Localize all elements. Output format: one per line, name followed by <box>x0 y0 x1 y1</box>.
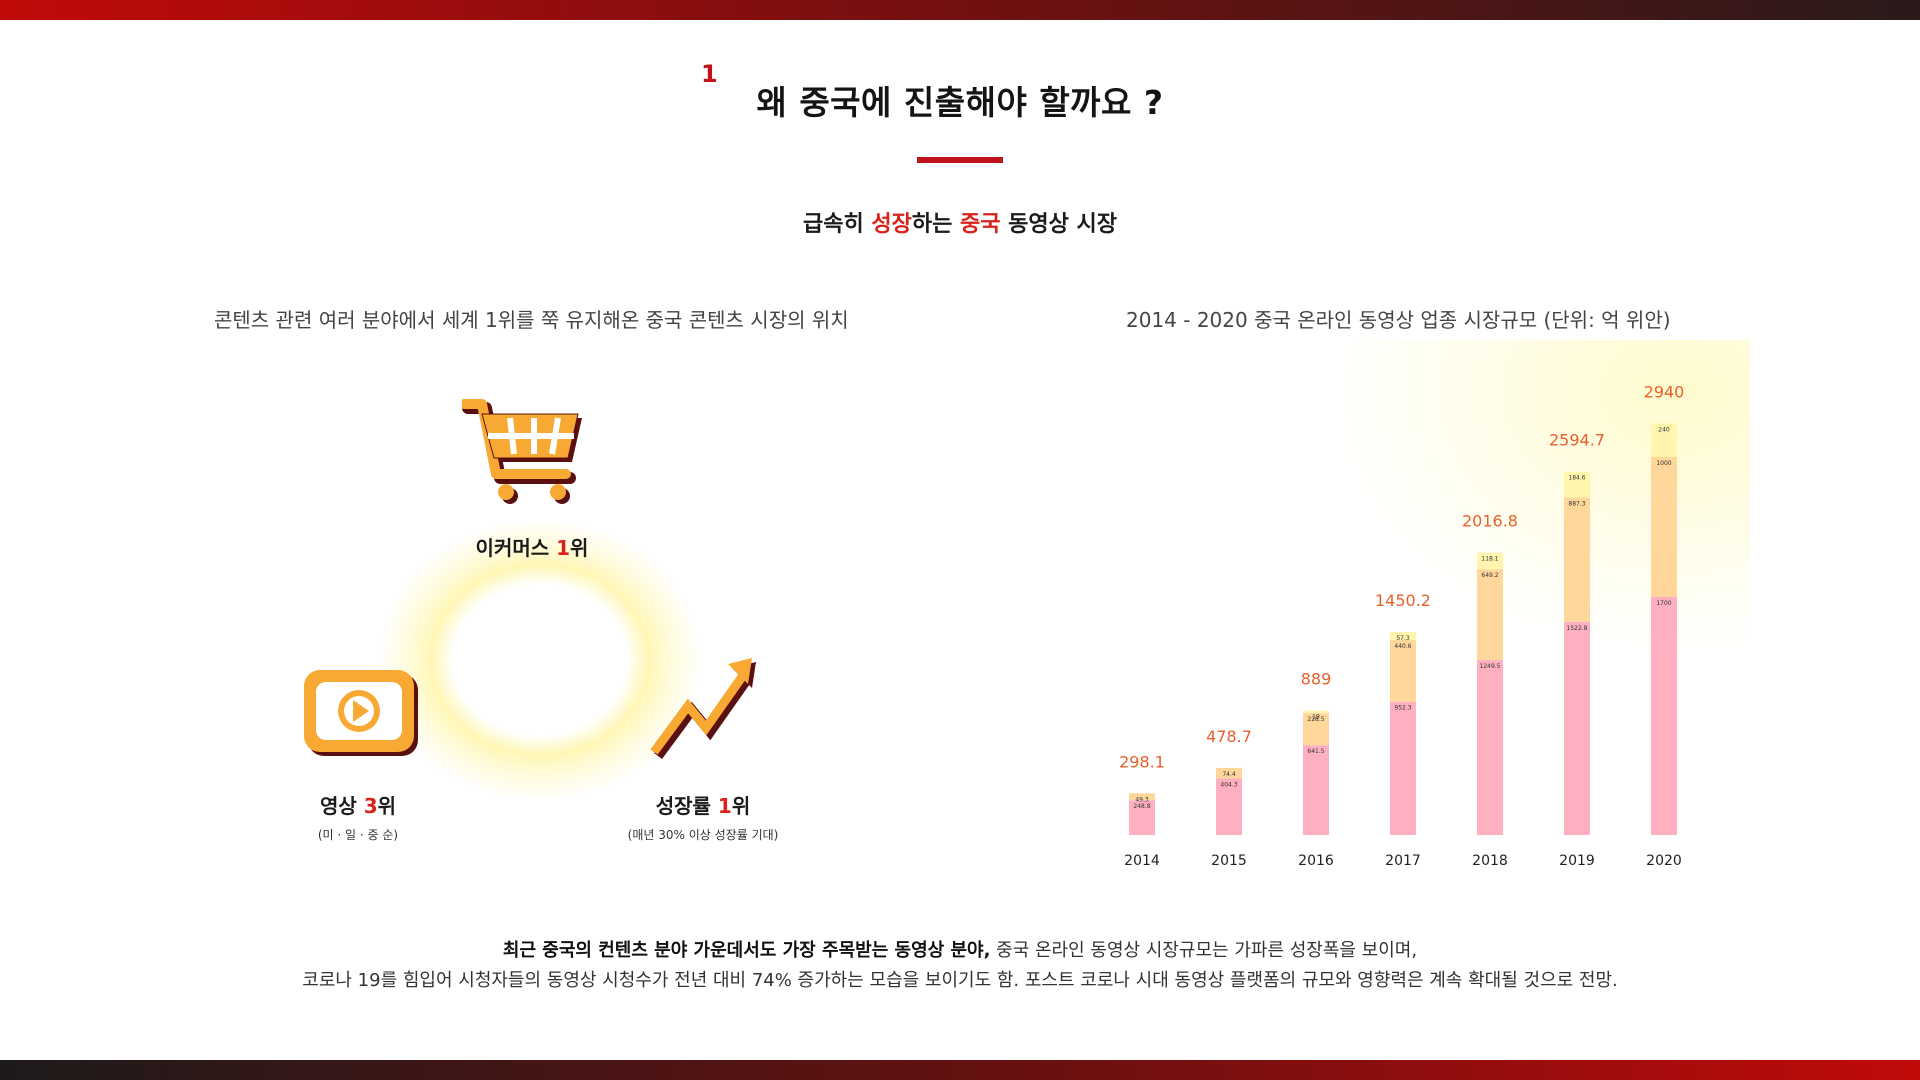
bar-segment <box>1303 710 1329 714</box>
bottom-accent-bar <box>0 1060 1920 1080</box>
bar-segment <box>1564 471 1590 498</box>
segment-value-label: 887.3 <box>1568 501 1585 508</box>
page-title: 왜 중국에 진출해야 할까요 ? <box>756 83 1164 122</box>
rank-sub-video: (미 · 일 · 중 순) <box>317 828 399 842</box>
footer-bold: 분야, <box>944 940 991 961</box>
bar-segment <box>1477 552 1503 570</box>
segment-value-label: 240 <box>1658 426 1670 433</box>
highlight-glow <box>380 520 700 800</box>
subtitle-part: 급속히 <box>802 212 872 237</box>
x-tick-label: 2020 <box>1646 853 1682 869</box>
footer-text: 중국 온라인 동영상 시장규모는 가파른 성장폭을 보이며, <box>990 940 1418 961</box>
bar-segment <box>1216 767 1242 779</box>
segment-value-label: 440.6 <box>1394 643 1411 650</box>
segment-value-label: 952.3 <box>1394 705 1411 712</box>
bar-total-label: 2594.7 <box>1549 431 1605 450</box>
rank-label-text: 영상 <box>319 794 364 818</box>
x-tick-label: 2016 <box>1298 853 1334 869</box>
section-number: 1 <box>701 60 718 88</box>
segment-value-label: 404.3 <box>1220 781 1237 788</box>
page-subtitle: 급속히 성장하는 중국 동영상 시장 <box>0 206 1920 238</box>
segment-value-label: 1000 <box>1656 460 1671 467</box>
bar-segment <box>1477 569 1503 661</box>
segment-value-label: 184.6 <box>1568 475 1585 482</box>
rank-sub-growth: (매년 30% 이상 성장률 기대) <box>627 828 779 842</box>
footer-line-2: 코로나 19를 힘입어 시청자들의 동영상 시청수가 전년 대비 74% 증가하… <box>302 970 1618 991</box>
growth-arrow-icon <box>648 656 760 768</box>
rank-label-text: 이커머스 <box>475 536 557 560</box>
segment-value-label: 57.3 <box>1396 635 1410 642</box>
segment-value-label: 1522.8 <box>1567 625 1588 632</box>
footer-line-1: 최근 중국의 컨텐츠 분야 가운데서도 가장 주목받는 동영상 분야, 중국 온… <box>0 936 1920 962</box>
segment-value-label: 74.4 <box>1222 771 1236 778</box>
rank-number: 1 <box>717 794 732 818</box>
bar-segment <box>1390 631 1416 640</box>
bar-segment <box>1216 778 1242 835</box>
segment-value-label: 1700 <box>1656 600 1671 607</box>
bar-segment <box>1390 639 1416 702</box>
segment-value-label: 641.5 <box>1307 748 1324 755</box>
subtitle-highlight: 중국 <box>960 212 1001 237</box>
rank-label-growth: 성장률 1위 <box>603 790 803 819</box>
bar-segment <box>1303 745 1329 835</box>
bar-total-label: 2940 <box>1644 382 1685 401</box>
footer-bold: 최근 중국의 컨텐츠 분야 가운데서도 가장 주목받는 <box>502 940 895 961</box>
x-tick-label: 2015 <box>1211 853 1247 869</box>
bar-total-label: 2016.8 <box>1462 512 1518 531</box>
bar-segment <box>1129 793 1155 801</box>
segment-value-label: 1249.5 <box>1480 663 1501 670</box>
shopping-cart-icon <box>459 396 592 510</box>
bar-total-label: 889 <box>1301 670 1332 689</box>
subtitle-part: 하는 <box>911 212 960 237</box>
segment-value-label: 228.5 <box>1307 716 1324 723</box>
x-tick-label: 2018 <box>1472 853 1508 869</box>
subtitle-part: 동영상 시장 <box>1000 212 1118 237</box>
segment-value-label: 19 <box>1312 714 1320 721</box>
left-caption: 콘텐츠 관련 여러 분야에서 세계 1위를 쭉 유지해온 중국 콘텐츠 시장의 … <box>214 308 849 332</box>
title-underline <box>917 157 1003 163</box>
rank-label-text: 성장률 <box>655 794 718 818</box>
segment-value-label: 118.1 <box>1481 556 1498 563</box>
x-tick-label: 2014 <box>1124 853 1160 869</box>
bar-total-label: 478.7 <box>1206 727 1252 746</box>
bar-segment <box>1564 621 1590 835</box>
segment-value-label: 248.8 <box>1133 803 1150 810</box>
rank-label-video: 영상 3위 <box>258 790 458 819</box>
bar-segment <box>1390 701 1416 835</box>
rank-number: 3 <box>363 794 378 818</box>
bar-segment <box>1303 713 1329 746</box>
market-size-chart: 248.849.3 298.1 2014 404.3 74.4 478.7 2015 641.… <box>1119 382 1685 869</box>
rank-label-suffix: 위 <box>570 536 589 560</box>
bar-segment <box>1129 800 1155 835</box>
bar-total-label: 1450.2 <box>1375 591 1431 610</box>
bar-segment <box>1651 597 1677 835</box>
rank-label-suffix: 위 <box>377 794 397 818</box>
segment-value-label: 49.3 <box>1135 796 1149 803</box>
bar-segment <box>1651 457 1677 597</box>
rank-label-suffix: 위 <box>731 794 751 818</box>
chart-caption: 2014 - 2020 중국 온라인 동영상 업종 시장규모 (단위: 억 위안… <box>1126 308 1671 332</box>
subtitle-highlight: 성장 <box>871 212 912 237</box>
rank-number: 1 <box>556 536 571 560</box>
x-tick-label: 2017 <box>1385 853 1421 869</box>
footer-highlight: 동영상 <box>894 940 945 961</box>
rank-label-ecommerce: 이커머스 1위 <box>432 532 632 561</box>
segment-value-label: 649.2 <box>1481 572 1498 579</box>
bar-segment <box>1651 423 1677 457</box>
bar-total-label: 298.1 <box>1119 752 1165 771</box>
x-tick-label: 2019 <box>1559 853 1595 869</box>
video-play-icon <box>300 666 424 764</box>
top-accent-bar <box>0 0 1920 20</box>
bar-segment <box>1564 497 1590 622</box>
bar-segment <box>1477 660 1503 835</box>
